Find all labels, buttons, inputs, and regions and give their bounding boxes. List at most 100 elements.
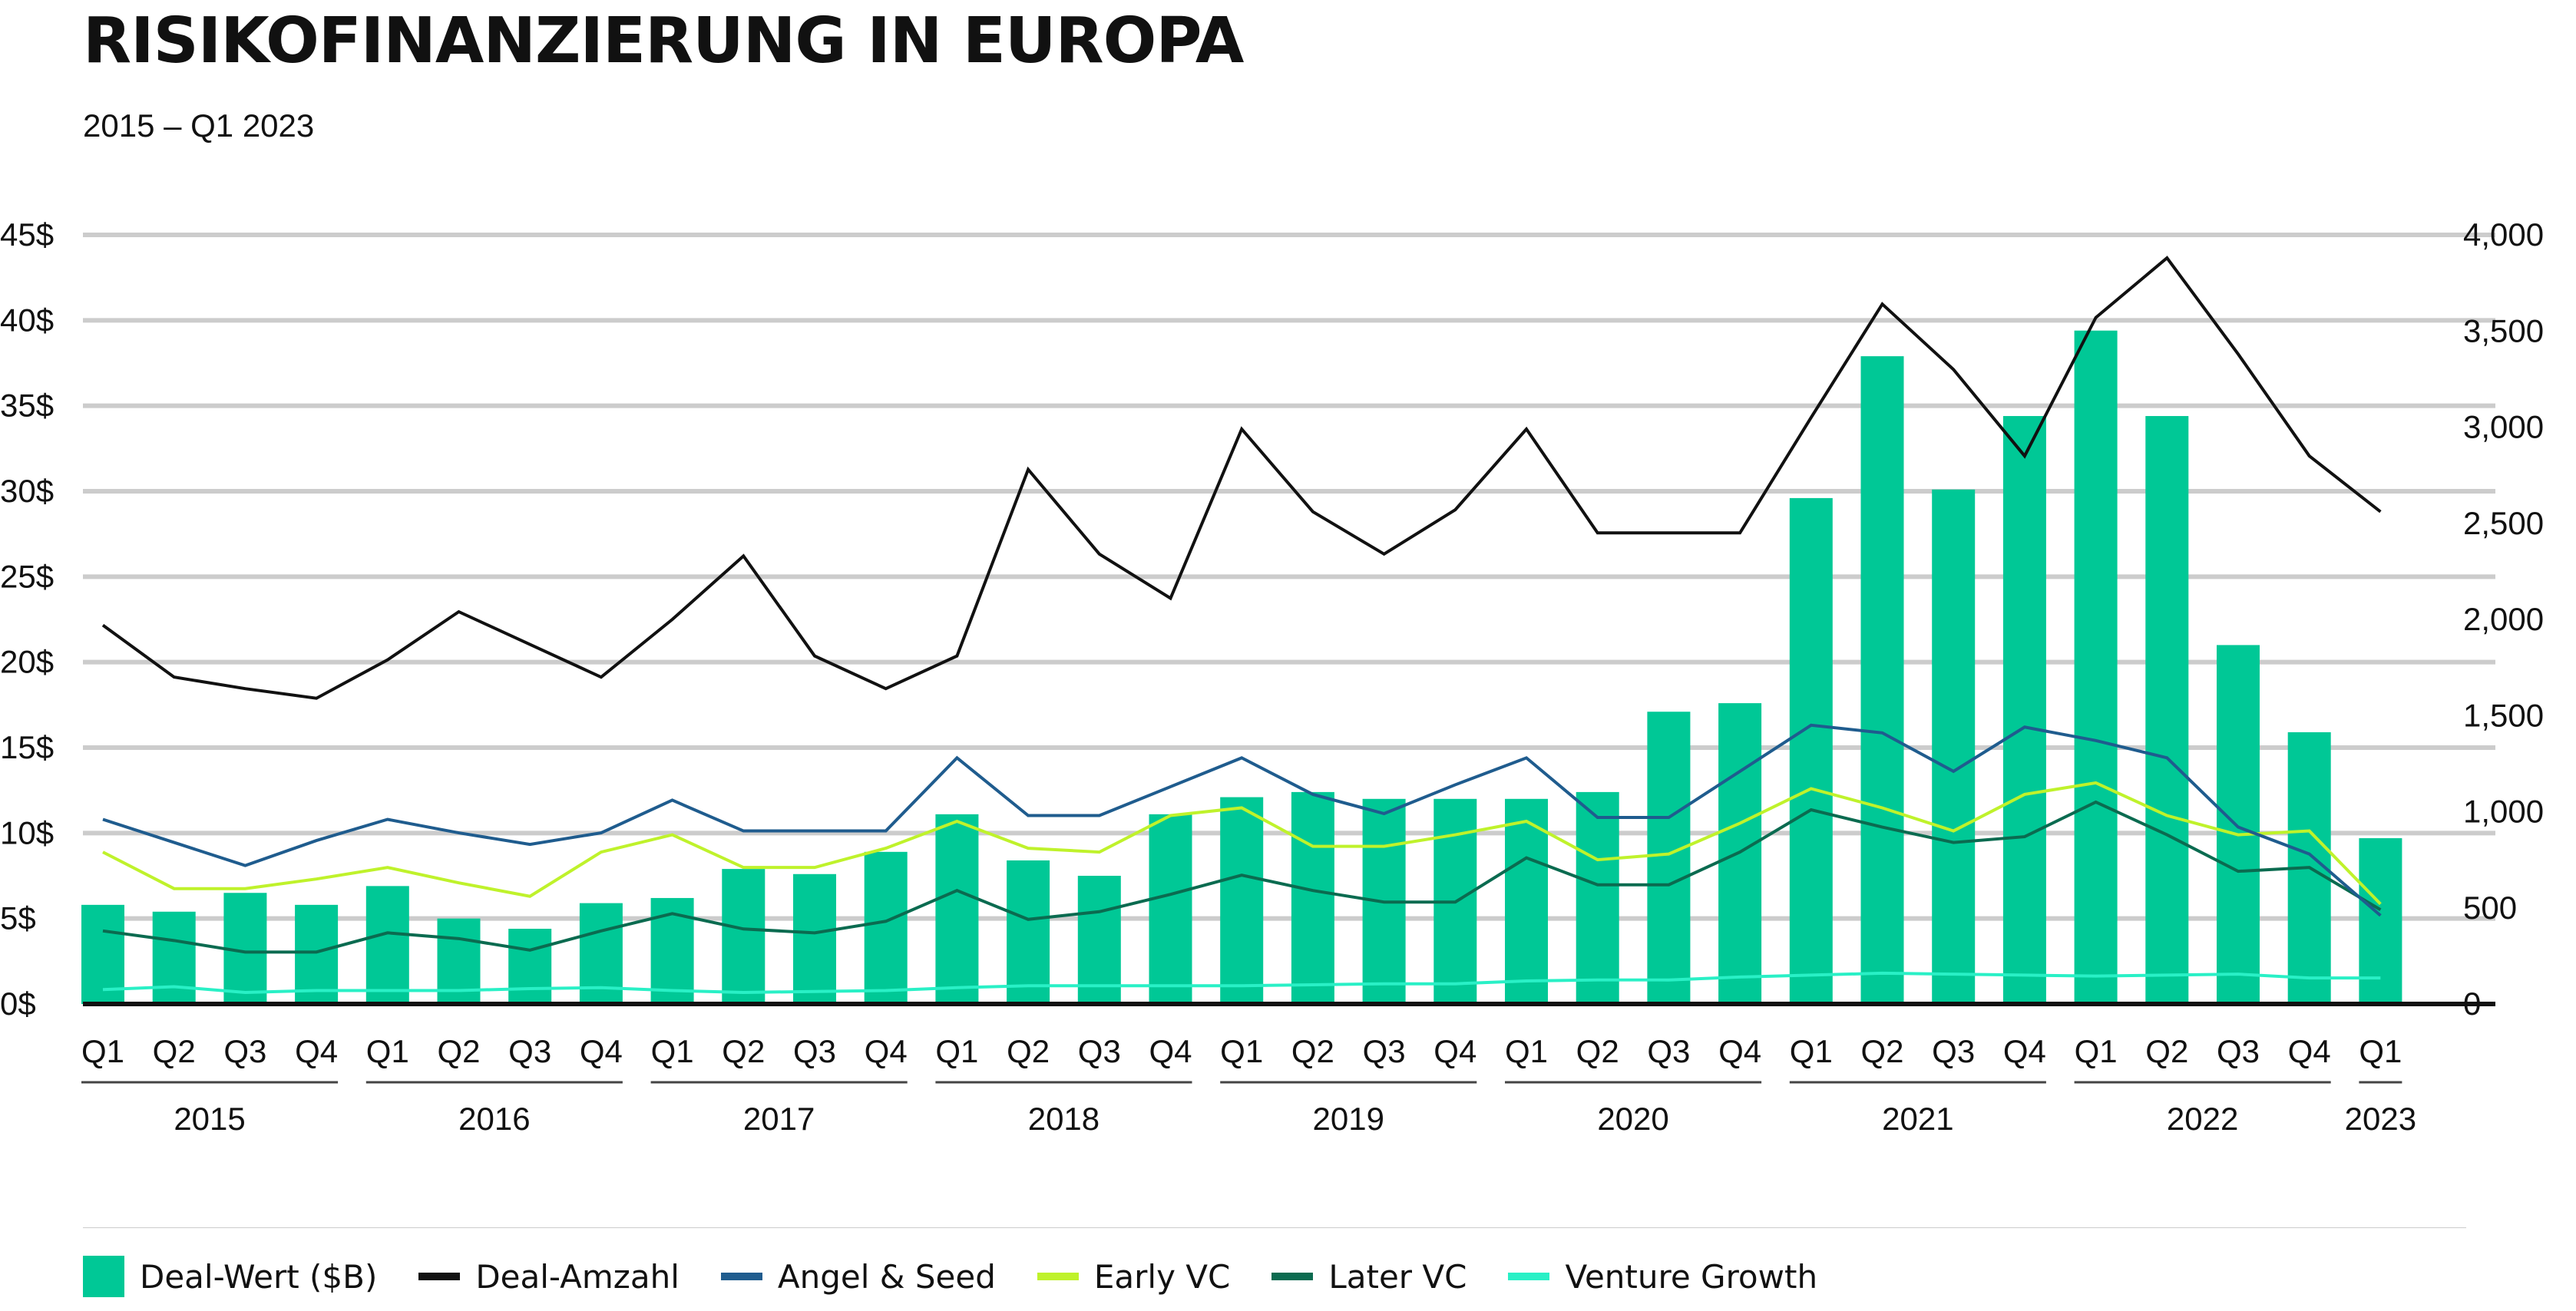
right-axis-tick-label: 3,000 — [2463, 409, 2544, 445]
year-label: 2018 — [1028, 1101, 1100, 1137]
x-axis-tick-label: Q2 — [1007, 1033, 1050, 1069]
x-axis-tick-label: Q4 — [2003, 1033, 2046, 1069]
bar-deal-wert — [152, 911, 196, 1004]
left-axis-tick-label: 35$ — [0, 388, 54, 424]
x-axis-tick-label: Q4 — [1149, 1033, 1192, 1069]
bar-deal-wert — [2217, 645, 2260, 1004]
bar-deal-wert — [2145, 416, 2189, 1004]
x-axis-tick-label: Q1 — [81, 1033, 124, 1069]
x-axis-tick-label: Q4 — [1718, 1033, 1761, 1069]
x-axis-tick-label: Q2 — [2145, 1033, 2188, 1069]
chart-legend: Deal-Wert ($B) Deal-Amzahl Angel & Seed … — [83, 1256, 1859, 1297]
x-axis-tick-label: Q3 — [223, 1033, 266, 1069]
year-label: 2020 — [1597, 1101, 1668, 1137]
x-axis-tick-label: Q2 — [1860, 1033, 1903, 1069]
legend-swatch-venture-growth — [1508, 1273, 1550, 1280]
year-label: 2019 — [1313, 1101, 1384, 1137]
x-axis-tick-label: Q3 — [1078, 1033, 1121, 1069]
left-axis-tick-label: 10$ — [0, 814, 54, 850]
line-deal-amzahl — [101, 256, 2382, 700]
x-axis-tick-label: Q4 — [295, 1033, 338, 1069]
bar-deal-wert — [1220, 797, 1264, 1004]
bar-deal-wert — [1860, 356, 1904, 1004]
left-axis-tick-label: 30$ — [0, 473, 54, 509]
x-axis-tick-label: Q1 — [2075, 1033, 2118, 1069]
chart-title: RISIKOFINANZIERUNG IN EUROPA — [83, 5, 1244, 78]
right-axis-tick-label: 4,000 — [2463, 216, 2544, 253]
legend-item-angel-seed: Angel & Seed — [720, 1257, 996, 1296]
year-label: 2023 — [2345, 1101, 2416, 1137]
x-axis-tick-label: Q3 — [793, 1033, 836, 1069]
right-axis-tick-label: 2,000 — [2463, 601, 2544, 637]
x-axis-tick-label: Q3 — [1647, 1033, 1690, 1069]
left-axis-tick-label: 15$ — [0, 729, 54, 765]
bar-deal-wert — [935, 814, 979, 1004]
x-axis-tick-label: Q1 — [2359, 1033, 2402, 1069]
chart-canvas: 0$5$10$15$20$25$30$35$40$45$05001,0001,5… — [0, 216, 2544, 1228]
legend-swatch-deal-anzahl — [418, 1273, 461, 1280]
x-axis-tick-label: Q4 — [1433, 1033, 1476, 1069]
chart-subtitle: 2015 – Q1 2023 — [83, 107, 315, 144]
left-axis-tick-label: 40$ — [0, 302, 54, 338]
x-axis-tick-label: Q1 — [1505, 1033, 1548, 1069]
x-axis-tick-label: Q1 — [1790, 1033, 1833, 1069]
legend-label-venture-growth: Venture Growth — [1565, 1257, 1818, 1296]
x-axis-tick-label: Q3 — [1363, 1033, 1406, 1069]
x-axis-tick-label: Q1 — [366, 1033, 409, 1069]
x-axis-tick-label: Q3 — [508, 1033, 551, 1069]
legend-label-deal-anzahl: Deal-Amzahl — [475, 1257, 680, 1296]
legend-item-early-vc: Early VC — [1037, 1258, 1230, 1296]
bar-deal-wert — [2074, 330, 2118, 1004]
legend-label-later-vc: Later VC — [1328, 1257, 1467, 1296]
left-axis-tick-label: 25$ — [0, 558, 54, 594]
x-axis-tick-label: Q2 — [1576, 1033, 1619, 1069]
bar-deal-wert — [508, 929, 552, 1004]
year-label: 2015 — [174, 1101, 245, 1137]
x-axis-tick-label: Q4 — [580, 1033, 623, 1069]
left-axis-tick-label: 0$ — [0, 986, 36, 1022]
bar-deal-wert — [1291, 791, 1334, 1004]
bar-deal-wert — [722, 869, 766, 1004]
right-axis-tick-label: 500 — [2463, 890, 2517, 926]
x-axis-tick-label: Q2 — [153, 1033, 196, 1069]
x-axis-tick-label: Q1 — [935, 1033, 978, 1069]
legend-swatch-angel-seed — [720, 1273, 762, 1280]
bar-deal-wert — [2359, 838, 2402, 1004]
line-early-vc — [102, 781, 2382, 906]
legend-swatch-deal-wert — [83, 1256, 124, 1297]
year-label: 2021 — [1882, 1101, 1953, 1137]
right-axis-tick-label: 1,500 — [2463, 697, 2544, 733]
legend-label-angel-seed: Angel & Seed — [777, 1257, 996, 1296]
bar-deal-wert — [1932, 489, 1976, 1004]
x-axis-tick-label: Q1 — [1220, 1033, 1263, 1069]
line-later-vc — [102, 800, 2382, 954]
bar-deal-wert — [1647, 712, 1691, 1004]
line-angel-seed — [102, 723, 2382, 917]
left-axis-tick-label: 45$ — [0, 216, 54, 253]
right-axis-tick-label: 2,500 — [2463, 505, 2544, 541]
bar-deal-wert — [1007, 860, 1050, 1004]
x-axis-tick-label: Q1 — [651, 1033, 694, 1069]
bar-deal-wert — [793, 873, 836, 1004]
bar-deal-wert — [1505, 798, 1548, 1004]
right-axis-tick-label: 1,000 — [2463, 794, 2544, 830]
year-label: 2017 — [743, 1101, 815, 1137]
legend-item-later-vc: Later VC — [1271, 1258, 1467, 1296]
bar-deal-wert — [864, 851, 908, 1004]
legend-item-deal-anzahl: Deal-Amzahl — [418, 1258, 680, 1296]
bar-deal-wert — [1576, 791, 1619, 1004]
bar-deal-wert — [365, 886, 409, 1004]
legend-item-venture-growth: Venture Growth — [1508, 1258, 1817, 1296]
legend-swatch-later-vc — [1271, 1273, 1314, 1280]
x-axis-tick-label: Q3 — [1932, 1033, 1975, 1069]
x-axis-tick-label: Q2 — [1291, 1033, 1334, 1069]
left-axis-tick-label: 20$ — [0, 644, 54, 680]
x-axis-tick-label: Q4 — [2288, 1033, 2331, 1069]
x-axis-tick-label: Q2 — [437, 1033, 480, 1069]
bar-deal-wert — [1077, 876, 1121, 1004]
bar-deal-wert — [2002, 416, 2046, 1004]
bar-deal-wert — [295, 904, 339, 1004]
legend-label-deal-wert: Deal-Wert ($B) — [140, 1257, 378, 1296]
x-axis-tick-label: Q3 — [2217, 1033, 2260, 1069]
left-axis-tick-label: 5$ — [0, 900, 36, 936]
